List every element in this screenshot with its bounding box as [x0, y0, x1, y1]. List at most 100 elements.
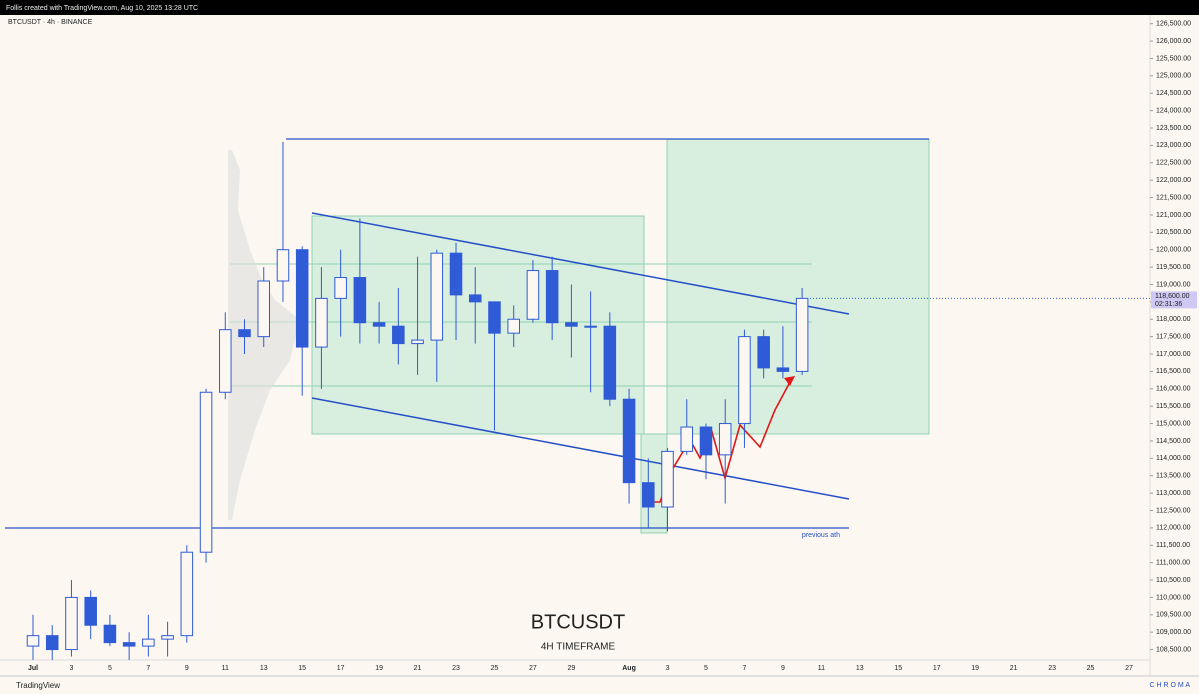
x-tick-label: 27 [1125, 665, 1133, 672]
y-tick-label: 115,000.00 [1156, 420, 1191, 427]
candle-body [372, 322, 386, 327]
y-tick-label: 112,000.00 [1156, 525, 1191, 532]
brand: TradingView [16, 681, 60, 690]
last-price-label: 118,600.00 [1155, 293, 1190, 300]
candle-body [603, 325, 617, 400]
candle-body [45, 635, 59, 651]
candle-body [545, 270, 559, 324]
candle-body [795, 297, 809, 372]
candle-body [353, 277, 367, 324]
candle-body [738, 336, 751, 425]
x-tick-label: 3 [666, 665, 670, 672]
watermark: C H R O M A [1150, 682, 1191, 689]
candle-body [238, 329, 251, 338]
y-tick-label: 125,500.00 [1156, 55, 1191, 62]
x-tick-label: 23 [1048, 665, 1056, 672]
y-tick-label: 116,500.00 [1156, 368, 1191, 375]
x-tick-label: 15 [298, 665, 306, 672]
annotation: previous ath [802, 532, 840, 539]
x-tick-label: 17 [933, 665, 941, 672]
y-tick-label: 117,000.00 [1156, 351, 1191, 358]
candle-body [584, 325, 597, 328]
candle-body [26, 635, 40, 647]
candle-body [699, 426, 713, 456]
candle-body [565, 322, 578, 327]
y-tick-label: 124,500.00 [1156, 90, 1191, 97]
y-tick-label: 114,500.00 [1156, 438, 1191, 445]
y-tick-label: 117,500.00 [1156, 333, 1191, 340]
x-tick-label: 19 [375, 665, 383, 672]
symbol-label: BTCUSDT · 4h · BINANCE [8, 19, 93, 26]
y-tick-label: 108,500.00 [1156, 646, 1191, 653]
y-tick-label: 122,000.00 [1156, 177, 1191, 184]
candle-body [161, 635, 174, 640]
x-tick-label: 3 [70, 665, 74, 672]
marks [26, 141, 809, 660]
x-tick-label: 29 [567, 665, 575, 672]
candle-body [661, 450, 674, 508]
zone-box [311, 215, 645, 435]
x-tick-label: 13 [856, 665, 864, 672]
channel-line [311, 397, 850, 500]
candle-body [757, 336, 770, 369]
x-tick-label: 21 [414, 665, 422, 672]
x-tick-label: 15 [894, 665, 902, 672]
candle-body [468, 294, 482, 303]
candle-body [142, 638, 155, 647]
candle-body [776, 367, 790, 372]
arrow-head [784, 376, 795, 386]
candle-body [219, 329, 232, 393]
y-tick-label: 126,500.00 [1156, 21, 1191, 28]
candle-body [122, 642, 136, 647]
y-tick-label: 121,500.00 [1156, 194, 1191, 201]
y-tick-label: 120,000.00 [1156, 247, 1191, 254]
y-tick-label: 119,000.00 [1156, 281, 1191, 288]
y-tick-label: 112,500.00 [1156, 507, 1191, 514]
y-tick-label: 115,500.00 [1156, 403, 1191, 410]
y-tick-label: 123,000.00 [1156, 142, 1191, 149]
x-tick-label: 27 [529, 665, 537, 672]
chart-subtitle: 4H TIMEFRAME [541, 642, 616, 653]
y-tick-label: 121,000.00 [1156, 212, 1191, 219]
x-tick-label: 25 [491, 665, 499, 672]
candle-body [103, 624, 117, 644]
zone-box [666, 138, 930, 435]
candle-body [84, 596, 97, 626]
candle-body [622, 398, 636, 484]
y-tick-label: 113,000.00 [1156, 490, 1191, 497]
y-tick-label: 109,500.00 [1156, 612, 1191, 619]
y-tick-label: 123,500.00 [1156, 125, 1191, 132]
candle-body [65, 596, 78, 651]
candle-body [488, 301, 501, 334]
x-tick-label: 9 [781, 665, 785, 672]
y-tick-label: 125,000.00 [1156, 73, 1191, 80]
y-tick-label: 126,000.00 [1156, 38, 1191, 45]
channel-line [311, 212, 850, 315]
candle-body [295, 249, 309, 348]
y-tick-label: 122,500.00 [1156, 160, 1191, 167]
x-tick-label: 11 [222, 665, 229, 672]
top-bar [0, 0, 1199, 15]
candle-body [257, 280, 271, 338]
x-tick-label: 17 [337, 665, 345, 672]
chart-title: BTCUSDT [531, 611, 625, 633]
x-tick-label: 21 [1010, 665, 1018, 672]
candle-body [334, 277, 347, 299]
x-tick-label: 7 [742, 665, 746, 672]
candle-body [180, 551, 194, 637]
y-tick-label: 111,500.00 [1156, 542, 1190, 549]
y-tick-label: 118,000.00 [1156, 316, 1191, 323]
x-tick-label: 11 [818, 665, 825, 672]
x-tick-label: 19 [971, 665, 979, 672]
candle-body [315, 297, 328, 348]
x-tick-label: Aug [622, 665, 636, 672]
x-tick-label: 5 [704, 665, 708, 672]
candle-body [718, 423, 732, 456]
x-tick-label: 7 [146, 665, 150, 672]
x-tick-label: 5 [108, 665, 112, 672]
candle-body [449, 252, 463, 296]
y-tick-label: 120,500.00 [1156, 229, 1191, 236]
y-tick-label: 116,000.00 [1156, 386, 1191, 393]
